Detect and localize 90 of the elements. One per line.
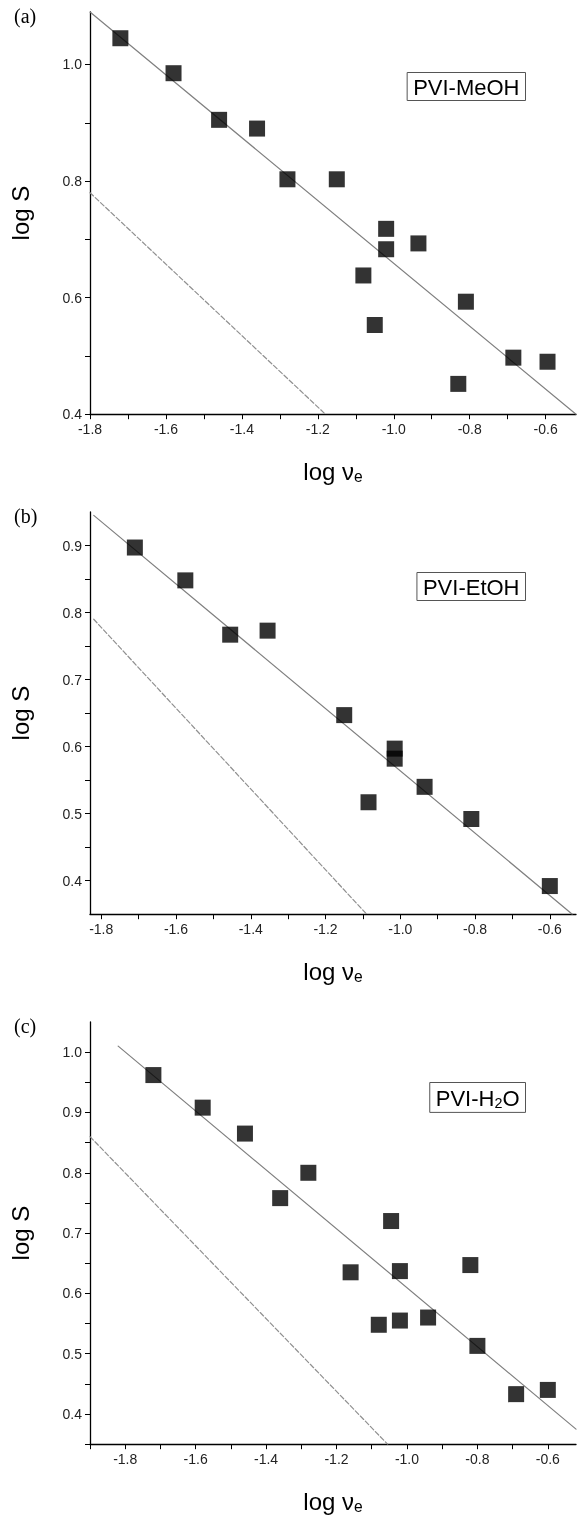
y-tick-label: 0.6 (62, 1285, 83, 1302)
point (463, 811, 480, 828)
x-tick-label: -1.8 (89, 921, 114, 938)
point (370, 1316, 387, 1333)
point (272, 1190, 289, 1207)
y-axis-title: log S (6, 1205, 34, 1261)
point (416, 778, 433, 795)
point (236, 1125, 253, 1142)
point (355, 267, 372, 284)
point (222, 626, 239, 643)
x-tick-label: -0.6 (533, 421, 558, 438)
point (249, 120, 266, 137)
annotation: PVI-H2O (435, 1085, 520, 1112)
point (378, 241, 395, 258)
point (300, 1164, 317, 1181)
y-tick-label: 1.0 (62, 56, 83, 73)
point (259, 622, 276, 639)
annotation: PVI-EtOH (422, 575, 520, 600)
x-tick-label: -0.6 (537, 921, 563, 938)
y-tick-label: 0.5 (62, 805, 83, 822)
point (391, 1312, 408, 1329)
point (541, 878, 558, 895)
point (420, 1309, 437, 1326)
text: (a) (14, 5, 37, 28)
y-tick-label: 0.5 (62, 1345, 83, 1362)
x-tick-label: -1.6 (163, 921, 189, 938)
x-tick-label: -1.2 (313, 921, 338, 938)
point (505, 349, 522, 366)
x-tick-label: -0.8 (457, 421, 482, 438)
y-tick-label: 0.7 (62, 1225, 83, 1242)
point (342, 1264, 359, 1281)
point (177, 572, 194, 589)
point (165, 65, 182, 82)
x-axis-title: log νe (303, 458, 363, 486)
point (360, 794, 377, 811)
point (462, 1257, 479, 1274)
x-tick-label: -0.8 (463, 921, 488, 938)
y-tick-label: 0.9 (62, 1104, 83, 1121)
x-tick-label: -0.8 (465, 1451, 490, 1468)
y-tick-label: 0.7 (62, 671, 83, 688)
point (391, 1263, 408, 1280)
y-tick-label: 0.4 (62, 406, 83, 423)
point (457, 293, 474, 310)
point (386, 750, 403, 767)
x-tick-label: -1.2 (305, 421, 331, 438)
x-tick-label: -1.0 (394, 1451, 420, 1468)
y-tick-label: 0.8 (62, 1164, 83, 1181)
x-tick-label: -0.6 (535, 1451, 561, 1468)
point (508, 1386, 525, 1403)
point (383, 1213, 400, 1230)
y-axis-title: log S (6, 185, 34, 241)
point (378, 220, 395, 237)
text: (b) (14, 505, 38, 528)
text: (c) (14, 1015, 37, 1038)
y-tick-label: 0.8 (62, 173, 83, 190)
point (366, 317, 383, 334)
point (145, 1067, 162, 1084)
x-tick-label: -1.6 (183, 1451, 208, 1468)
point (450, 375, 467, 392)
y-tick-label: 0.9 (62, 537, 83, 554)
point (539, 353, 556, 370)
x-tick-label: -1.8 (113, 1451, 138, 1468)
point (126, 539, 143, 556)
x-tick-label: -1.0 (388, 921, 413, 938)
point (469, 1337, 486, 1354)
x-tick-label: -1.4 (238, 921, 264, 938)
x-tick-label: -1.8 (77, 421, 103, 438)
point (211, 111, 228, 128)
y-tick-label: 0.4 (62, 872, 83, 889)
point (112, 30, 129, 47)
y-tick-label: 1.0 (62, 1044, 83, 1061)
x-tick-label: -1.6 (153, 421, 179, 438)
point (194, 1099, 211, 1116)
y-tick-label: 0.6 (62, 289, 83, 306)
y-tick-label: 0.6 (62, 738, 83, 755)
annotation: PVI-MeOH (413, 75, 520, 100)
y-tick-label: 0.4 (62, 1406, 83, 1423)
x-tick-label: -1.0 (381, 421, 407, 438)
y-tick-label: 0.8 (62, 604, 83, 621)
point (539, 1381, 556, 1398)
x-axis-title: log νe (303, 958, 363, 986)
x-tick-label: -1.2 (324, 1451, 349, 1468)
point (410, 235, 427, 252)
point (279, 171, 296, 188)
x-tick-label: -1.4 (254, 1451, 279, 1468)
point (328, 171, 345, 188)
x-tick-label: -1.4 (229, 421, 255, 438)
point (336, 707, 353, 724)
y-axis-title: log S (6, 685, 34, 741)
x-axis-title: log νe (303, 1488, 363, 1516)
